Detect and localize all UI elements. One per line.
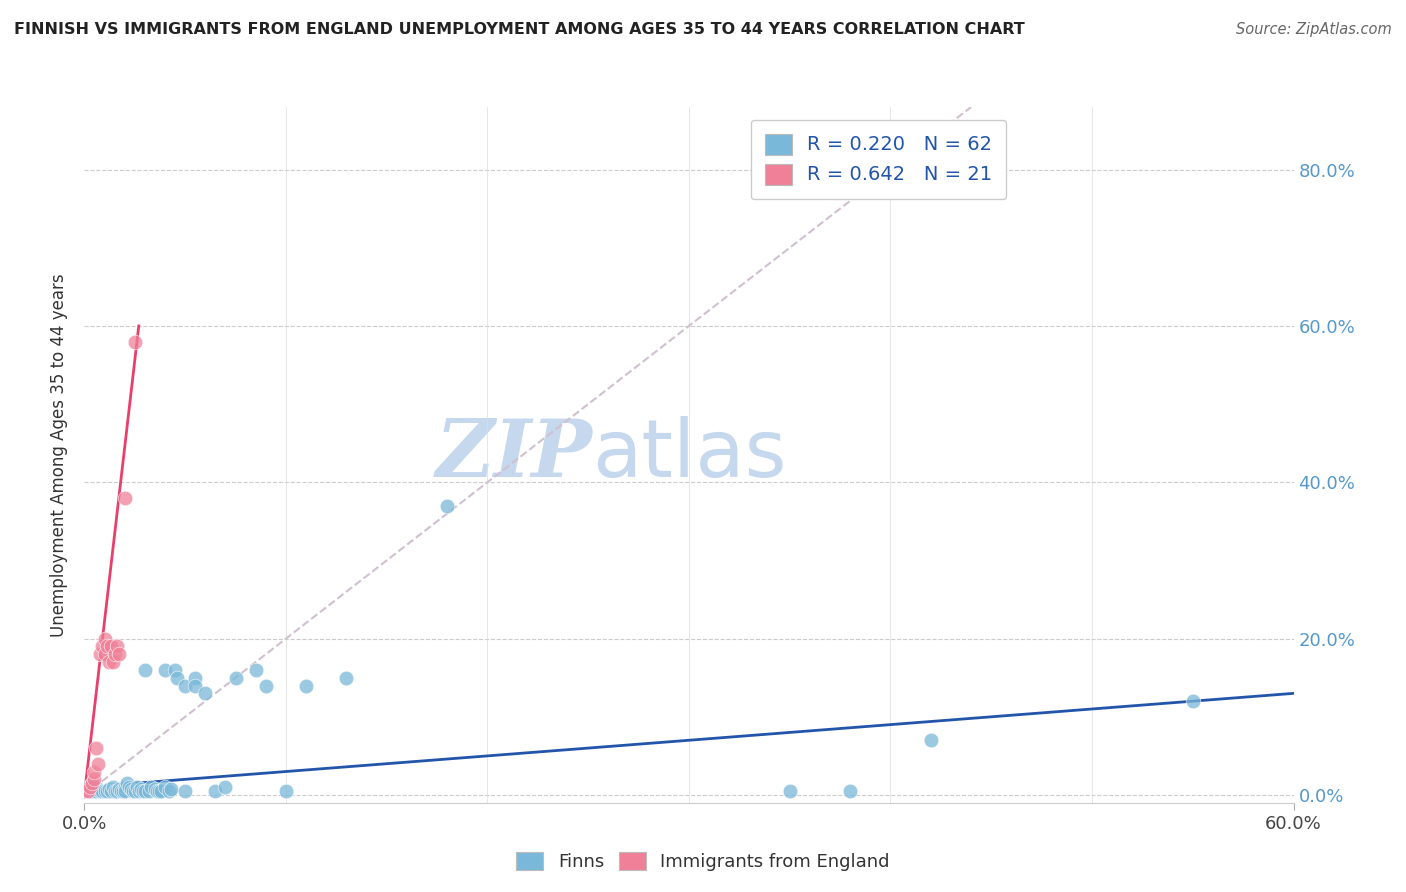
Point: [100, 640, 122, 654]
Point: [101, 780, 124, 794]
Text: atlas: atlas: [592, 416, 786, 494]
Point: [101, 655, 124, 669]
Point: [436, 499, 458, 513]
Point: [174, 784, 197, 798]
Point: [920, 733, 942, 747]
Point: [104, 784, 127, 798]
Point: [114, 491, 136, 505]
Point: [83, 780, 105, 794]
Point: [82, 776, 104, 790]
Point: [166, 671, 188, 685]
Point: [87, 756, 110, 771]
Point: [124, 334, 146, 349]
Point: [115, 776, 138, 790]
Point: [107, 647, 129, 661]
Point: [174, 679, 197, 693]
Text: FINNISH VS IMMIGRANTS FROM ENGLAND UNEMPLOYMENT AMONG AGES 35 TO 44 YEARS CORREL: FINNISH VS IMMIGRANTS FROM ENGLAND UNEMP…: [14, 22, 1025, 37]
Point: [184, 671, 207, 685]
Point: [79, 784, 101, 798]
Point: [157, 784, 180, 798]
Point: [114, 780, 136, 794]
Point: [128, 784, 150, 798]
Point: [107, 781, 129, 796]
Point: [87, 781, 110, 796]
Point: [129, 781, 152, 796]
Point: [89, 784, 111, 798]
Point: [86, 741, 108, 756]
Point: [165, 663, 187, 677]
Point: [139, 780, 162, 794]
Point: [245, 663, 267, 677]
Legend: R = 0.220   N = 62, R = 0.642   N = 21: R = 0.220 N = 62, R = 0.642 N = 21: [751, 120, 1007, 199]
Point: [86, 784, 108, 798]
Point: [204, 784, 226, 798]
Point: [83, 772, 105, 787]
Point: [146, 784, 169, 798]
Point: [105, 784, 128, 798]
Point: [148, 784, 170, 798]
Point: [89, 647, 111, 661]
Point: [114, 784, 136, 798]
Point: [134, 663, 156, 677]
Point: [96, 784, 118, 798]
Point: [77, 780, 100, 794]
Text: ZIP: ZIP: [436, 417, 592, 493]
Point: [295, 679, 318, 693]
Point: [91, 640, 114, 654]
Point: [160, 781, 183, 796]
Legend: Finns, Immigrants from England: Finns, Immigrants from England: [509, 845, 897, 879]
Point: [1181, 694, 1204, 708]
Point: [153, 780, 176, 794]
Y-axis label: Unemployment Among Ages 35 to 44 years: Unemployment Among Ages 35 to 44 years: [51, 273, 69, 637]
Point: [225, 671, 247, 685]
Point: [93, 784, 115, 798]
Point: [124, 784, 146, 798]
Point: [73, 784, 96, 798]
Point: [274, 784, 297, 798]
Point: [73, 784, 96, 798]
Point: [118, 780, 141, 794]
Point: [110, 784, 132, 798]
Point: [125, 780, 148, 794]
Point: [97, 781, 120, 796]
Point: [143, 781, 166, 796]
Point: [93, 647, 115, 661]
Point: [96, 640, 118, 654]
Point: [149, 784, 172, 798]
Point: [79, 780, 101, 794]
Point: [100, 784, 122, 798]
Point: [104, 647, 127, 661]
Point: [839, 784, 862, 798]
Point: [134, 784, 156, 798]
Text: Source: ZipAtlas.com: Source: ZipAtlas.com: [1236, 22, 1392, 37]
Point: [83, 764, 105, 779]
Point: [254, 679, 277, 693]
Point: [184, 679, 207, 693]
Point: [91, 784, 114, 798]
Point: [779, 784, 801, 798]
Point: [214, 780, 236, 794]
Point: [121, 784, 143, 798]
Point: [97, 655, 120, 669]
Point: [111, 784, 134, 798]
Point: [105, 640, 128, 654]
Point: [82, 784, 104, 798]
Point: [335, 671, 357, 685]
Point: [194, 686, 217, 700]
Point: [120, 781, 142, 796]
Point: [93, 632, 115, 646]
Point: [138, 784, 160, 798]
Point: [132, 784, 155, 798]
Point: [153, 663, 176, 677]
Point: [77, 784, 100, 798]
